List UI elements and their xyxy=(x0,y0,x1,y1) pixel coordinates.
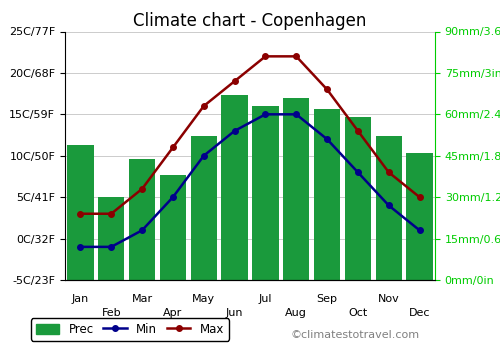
Text: Jul: Jul xyxy=(258,294,272,304)
Text: Apr: Apr xyxy=(164,308,182,318)
Text: Feb: Feb xyxy=(102,308,121,318)
Title: Climate chart - Copenhagen: Climate chart - Copenhagen xyxy=(134,12,366,30)
Bar xyxy=(314,109,340,280)
Bar xyxy=(345,117,371,280)
Text: Aug: Aug xyxy=(286,308,307,318)
Bar xyxy=(160,175,186,280)
Bar xyxy=(129,159,155,280)
Bar xyxy=(68,145,94,280)
Text: Jun: Jun xyxy=(226,308,244,318)
Text: May: May xyxy=(192,294,216,304)
Bar xyxy=(190,136,217,280)
Bar xyxy=(283,98,310,280)
Text: Sep: Sep xyxy=(316,294,338,304)
Text: Mar: Mar xyxy=(132,294,152,304)
Bar xyxy=(376,136,402,280)
Text: Oct: Oct xyxy=(348,308,368,318)
Bar xyxy=(98,197,124,280)
Bar xyxy=(406,153,432,280)
Text: Jan: Jan xyxy=(72,294,89,304)
Bar xyxy=(252,106,278,280)
Legend: Prec, Min, Max: Prec, Min, Max xyxy=(31,318,229,341)
Text: Nov: Nov xyxy=(378,294,400,304)
Bar xyxy=(222,95,248,280)
Text: Dec: Dec xyxy=(409,308,430,318)
Text: ©climatestotravel.com: ©climatestotravel.com xyxy=(290,329,419,340)
